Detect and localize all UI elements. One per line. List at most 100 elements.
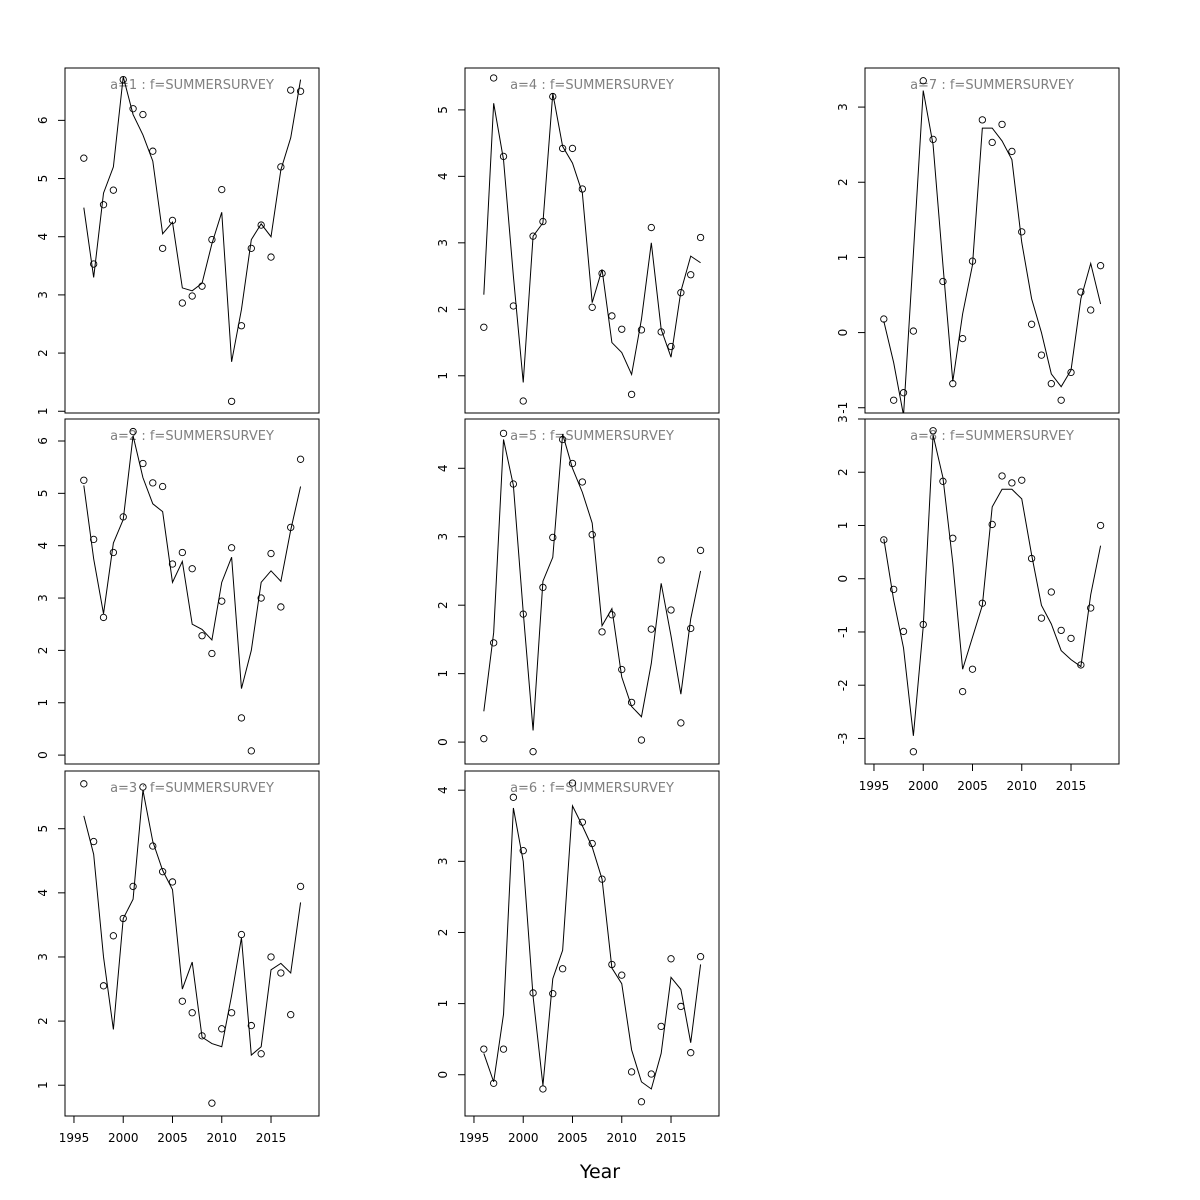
point [139, 459, 147, 468]
point [80, 154, 88, 162]
panel-title: a=2 : f=SUMMERSURVEY [110, 429, 274, 444]
point [627, 1068, 636, 1076]
x-tick-label: 1995 [859, 779, 890, 793]
point [687, 624, 695, 633]
point [899, 627, 908, 636]
y-tick-label: -2 [836, 679, 850, 691]
x-tick-label: 2010 [206, 1131, 237, 1145]
point [647, 223, 655, 232]
x-tick-label: 2010 [606, 1131, 637, 1145]
point [158, 482, 167, 491]
y-tick-label: -1 [836, 626, 850, 638]
panel-title: a=8 : f=SUMMERSURVEY [910, 429, 1074, 444]
point [188, 292, 196, 300]
point [1047, 380, 1055, 388]
point [139, 110, 147, 119]
point [667, 606, 675, 614]
point [657, 1022, 665, 1031]
point [158, 244, 167, 253]
point [899, 389, 908, 397]
point [578, 478, 586, 486]
point [198, 632, 206, 640]
point [80, 780, 88, 788]
fitted-line [83, 76, 302, 362]
point [657, 556, 665, 564]
point [109, 548, 118, 557]
point [109, 932, 118, 940]
point [588, 303, 596, 311]
point [568, 144, 577, 153]
y-tick-label: -1 [836, 402, 850, 414]
point [608, 312, 616, 320]
point [1096, 262, 1105, 270]
panel-frame [464, 67, 720, 414]
point [99, 613, 108, 622]
point [247, 747, 255, 755]
point [677, 289, 685, 297]
point [880, 315, 888, 323]
point [247, 244, 255, 253]
y-tick-label: 1 [436, 1000, 450, 1008]
plot-area [480, 429, 705, 756]
point [149, 147, 157, 155]
panel-title: a=1 : f=SUMMERSURVEY [110, 78, 274, 93]
point [509, 793, 518, 801]
x-tick-label: 2000 [108, 1131, 139, 1145]
point [929, 427, 937, 435]
point [490, 74, 498, 82]
point [287, 86, 295, 94]
point [178, 299, 186, 307]
y-tick-label: 3 [436, 239, 450, 247]
panel: a=8 : f=SUMMERSURVEY -3 -2 -1 0 1 2 3 1995 2000 20… [836, 415, 1120, 793]
point [480, 1045, 488, 1053]
point [598, 628, 606, 636]
point [919, 77, 927, 85]
point [647, 1070, 655, 1078]
point [1087, 306, 1095, 314]
point [237, 714, 246, 722]
point [1087, 604, 1095, 612]
point [480, 323, 488, 331]
y-tick-label: 0 [836, 575, 850, 583]
point [218, 1025, 226, 1033]
point [267, 253, 275, 261]
point [637, 736, 646, 744]
fitted-line [83, 435, 302, 689]
y-tick-label: 4 [36, 542, 50, 550]
point [929, 135, 937, 144]
x-tick-label: 1995 [459, 1131, 490, 1145]
point [158, 868, 167, 876]
plot-area [80, 427, 305, 755]
y-tick-label: 3 [836, 415, 850, 423]
y-tick-label: 4 [436, 786, 450, 794]
x-tick-label: 2015 [1056, 779, 1087, 793]
point [90, 260, 98, 268]
y-tick-label: 2 [836, 468, 850, 476]
point [1047, 588, 1055, 596]
point [618, 325, 626, 333]
point [277, 969, 285, 977]
point [296, 455, 305, 463]
x-tick-label: 2005 [957, 779, 988, 793]
plot-area [480, 779, 705, 1106]
y-tick-label: 2 [836, 178, 850, 186]
point [988, 520, 996, 529]
point [539, 1085, 547, 1093]
point [978, 116, 986, 124]
point [909, 327, 918, 335]
point [490, 639, 498, 647]
y-tick-label: 3 [36, 594, 50, 602]
point [90, 535, 98, 544]
point [1057, 396, 1065, 404]
point [480, 735, 488, 743]
y-tick-label: 4 [436, 173, 450, 181]
y-tick-label: 5 [36, 175, 50, 183]
point [178, 997, 186, 1005]
point [296, 87, 305, 95]
y-tick-label: 3 [436, 858, 450, 866]
point [958, 687, 967, 696]
point [568, 779, 577, 787]
point [890, 585, 898, 594]
panel-title: a=6 : f=SUMMERSURVEY [510, 781, 674, 796]
